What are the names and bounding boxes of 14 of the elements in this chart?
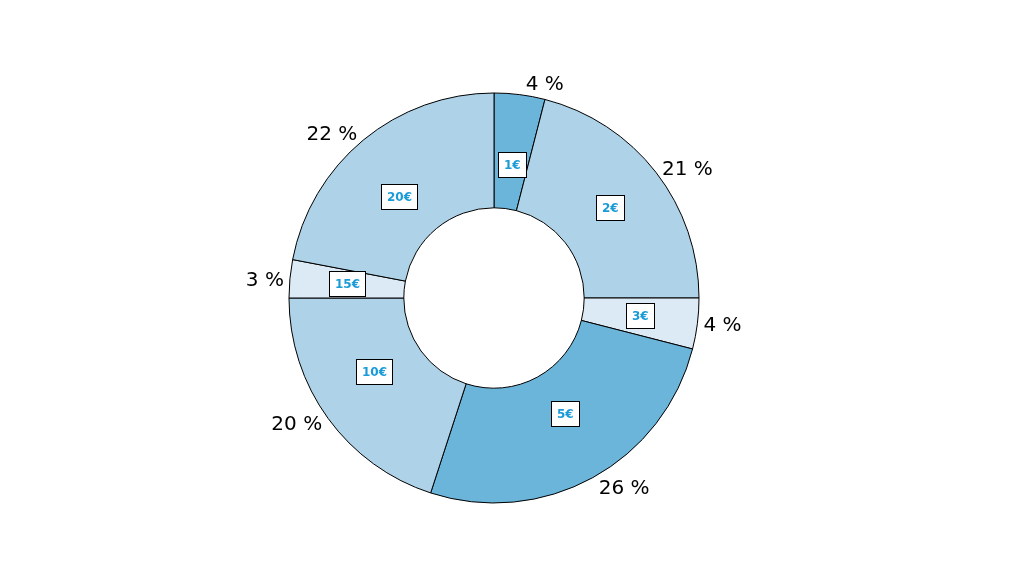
data-label: 22 % — [306, 120, 358, 145]
data-label: 3 % — [245, 266, 284, 291]
slice-label: 2€ — [602, 201, 619, 215]
data-label: 20 % — [271, 410, 323, 435]
data-label: 4 % — [703, 311, 742, 336]
slice-label: 3€ — [632, 309, 649, 323]
slice-label: 5€ — [557, 407, 574, 421]
slice-label: 1€ — [504, 158, 521, 172]
data-label: 4 % — [525, 70, 564, 95]
slice-label: 10€ — [362, 365, 388, 379]
slice-label: 20€ — [387, 190, 413, 204]
data-label: 26 % — [598, 474, 650, 499]
slice-label: 15€ — [335, 277, 361, 291]
data-label: 21 % — [661, 155, 713, 180]
